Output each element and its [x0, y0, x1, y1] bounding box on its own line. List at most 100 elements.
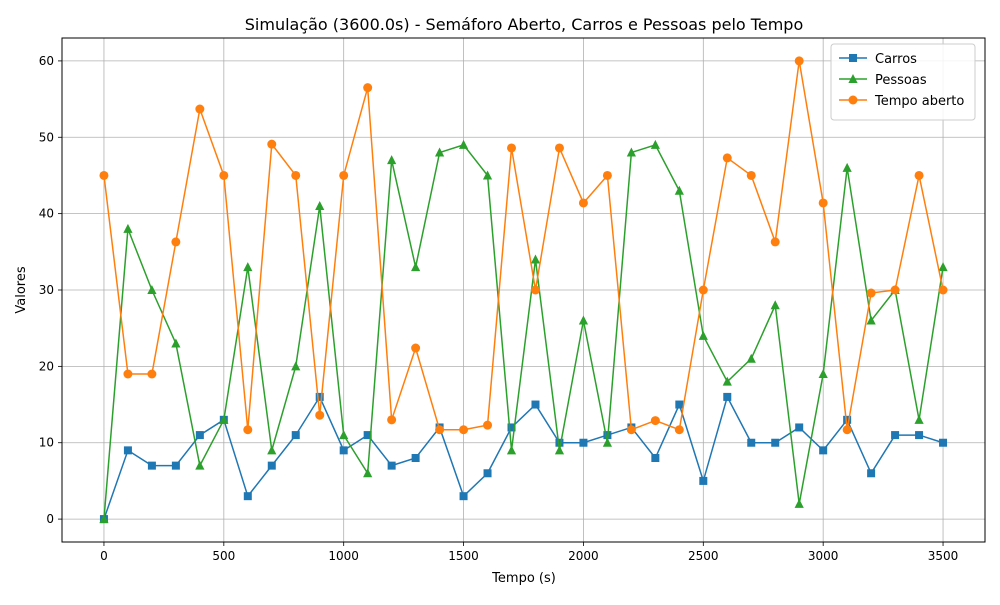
- data-point-tempo-aberto: [387, 415, 397, 425]
- data-point-pessoas: [99, 514, 109, 524]
- data-point-tempo-aberto: [842, 425, 852, 435]
- data-point-tempo-aberto: [914, 170, 924, 180]
- data-point-tempo-aberto: [171, 237, 181, 247]
- data-point-carros: [723, 392, 732, 401]
- y-tick-label: 10: [39, 436, 54, 450]
- x-tick-label: 2000: [568, 549, 599, 563]
- legend: Carros Pessoas Tempo aberto: [830, 43, 976, 121]
- data-point-carros: [891, 431, 900, 440]
- legend-marker: [849, 54, 857, 62]
- data-point-carros: [771, 438, 780, 447]
- data-point-tempo-aberto: [243, 425, 253, 435]
- data-point-pessoas: [291, 361, 301, 371]
- data-point-tempo-aberto: [219, 170, 229, 180]
- y-tick-label: 30: [39, 283, 54, 297]
- y-tick-label: 20: [39, 359, 54, 373]
- data-point-pessoas: [794, 498, 804, 508]
- data-point-pessoas: [842, 162, 852, 172]
- data-point-pessoas: [458, 139, 469, 149]
- data-point-tempo-aberto: [746, 170, 756, 180]
- data-point-tempo-aberto: [483, 420, 493, 430]
- data-point-tempo-aberto: [291, 170, 301, 180]
- data-point-carros: [195, 431, 204, 440]
- x-tick-label: 1000: [328, 549, 359, 563]
- data-point-pessoas: [866, 315, 876, 325]
- data-point-pessoas: [123, 223, 133, 233]
- data-point-tempo-aberto: [459, 425, 469, 435]
- data-point-pessoas: [602, 437, 613, 447]
- chart-title: Simulação (3600.0s) - Semáforo Aberto, C…: [245, 15, 803, 34]
- data-point-pessoas: [506, 445, 517, 455]
- data-point-carros: [531, 400, 540, 409]
- series-line-tempo-aberto: [103, 60, 944, 431]
- data-point-pessoas: [674, 185, 684, 195]
- data-point-pessoas: [147, 285, 157, 294]
- data-point-pessoas: [554, 445, 565, 455]
- data-point-carros: [147, 461, 156, 470]
- data-point-pessoas: [746, 353, 756, 363]
- data-point-carros: [267, 461, 276, 470]
- y-tick-label: 60: [39, 54, 54, 68]
- data-point-tempo-aberto: [99, 170, 109, 180]
- data-point-carros: [123, 446, 132, 455]
- series-group: [99, 56, 948, 524]
- data-point-pessoas: [363, 468, 373, 478]
- data-point-carros: [747, 438, 756, 447]
- data-point-pessoas: [267, 445, 277, 455]
- data-point-pessoas: [482, 170, 493, 180]
- data-point-carros: [939, 438, 948, 447]
- data-point-tempo-aberto: [818, 198, 828, 208]
- data-point-carros: [459, 492, 468, 501]
- x-tick-label: 2500: [688, 549, 719, 563]
- data-point-pessoas: [626, 147, 636, 157]
- x-tick-label: 1500: [448, 549, 479, 563]
- data-point-carros: [699, 476, 708, 485]
- data-point-pessoas: [938, 262, 948, 272]
- data-point-carros: [651, 454, 660, 462]
- x-tick-label: 3000: [808, 549, 839, 563]
- data-point-pessoas: [339, 430, 349, 440]
- data-point-carros: [387, 461, 396, 470]
- legend-marker: [848, 95, 858, 105]
- data-point-pessoas: [411, 262, 421, 272]
- data-point-carros: [915, 431, 924, 440]
- data-point-pessoas: [578, 315, 589, 325]
- x-tick-label: 3500: [928, 549, 959, 563]
- data-point-carros: [867, 469, 876, 478]
- data-point-tempo-aberto: [435, 425, 445, 435]
- data-point-tempo-aberto: [674, 425, 684, 435]
- y-axis-title: Valores: [14, 266, 29, 313]
- data-point-tempo-aberto: [267, 139, 277, 149]
- data-point-pessoas: [530, 254, 541, 264]
- data-point-carros: [315, 392, 324, 401]
- data-point-tempo-aberto: [626, 425, 636, 435]
- data-point-tempo-aberto: [195, 104, 205, 114]
- data-point-pessoas: [219, 414, 229, 424]
- data-point-tempo-aberto: [554, 143, 564, 153]
- data-point-pessoas: [315, 201, 325, 210]
- data-point-carros: [795, 423, 804, 432]
- data-point-tempo-aberto: [411, 343, 421, 353]
- data-point-tempo-aberto: [650, 416, 660, 426]
- data-point-pessoas: [195, 460, 205, 470]
- data-point-carros: [411, 454, 420, 462]
- data-point-tempo-aberto: [698, 285, 708, 295]
- legend-label: Carros: [875, 52, 917, 67]
- data-point-tempo-aberto: [339, 170, 349, 180]
- y-tick-label: 40: [39, 207, 54, 221]
- data-point-pessoas: [818, 369, 828, 378]
- data-point-pessoas: [914, 414, 924, 424]
- data-point-carros: [555, 438, 564, 447]
- x-tick-label: 500: [212, 549, 235, 563]
- series-line-pessoas: [103, 144, 944, 520]
- data-point-tempo-aberto: [315, 410, 325, 420]
- legend-marker: [848, 74, 858, 83]
- data-point-pessoas: [434, 147, 445, 157]
- y-tick-label: 50: [39, 130, 54, 144]
- data-point-carros: [339, 446, 348, 455]
- data-point-carros: [243, 492, 252, 501]
- data-point-carros: [363, 431, 372, 440]
- data-point-pessoas: [650, 139, 660, 149]
